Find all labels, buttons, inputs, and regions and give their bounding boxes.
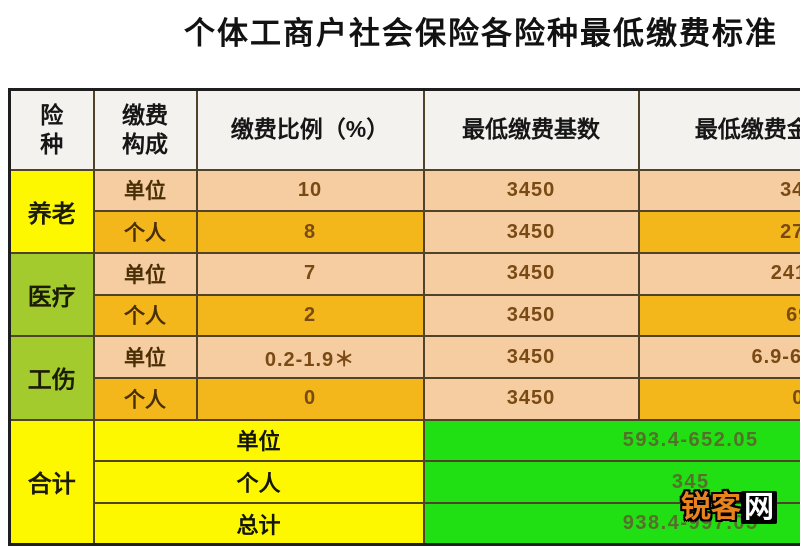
row-yiliao-geren: 个人 2 3450 69 — [10, 293, 800, 338]
watermark-text-wang: 网 — [741, 491, 777, 524]
cell-gongshang-geren-amount: 0 — [637, 376, 800, 421]
cell-yiliao-danwei-base: 3450 — [422, 251, 640, 296]
row-heji-geren: 个人 345 — [10, 460, 800, 504]
cell-gongshang-danwei-base: 3450 — [422, 335, 640, 379]
cell-heji-danwei-amount: 593.4-652.05 — [422, 418, 800, 463]
cell-yanglao-geren-ratio: 8 — [195, 210, 425, 254]
header-row: 险种 缴费构成 缴费比例（%） 最低缴费基数 最低缴费金额（元） — [8, 88, 800, 171]
cell-yanglao-geren-comp: 个人 — [92, 210, 198, 254]
cell-yanglao-geren-amount: 276 — [637, 210, 800, 254]
cell-yiliao-danwei-comp: 单位 — [92, 251, 198, 296]
cell-yiliao-danwei-amount: 241.5 — [637, 251, 800, 296]
row-label-gongshang: 工伤 — [8, 335, 95, 421]
col-header-min-amount: 最低缴费金额（元） — [637, 88, 800, 171]
cell-yiliao-geren-amount: 69 — [637, 293, 800, 338]
cell-gongshang-danwei-amount: 6.9-65.55 — [637, 335, 800, 379]
row-heji-zongji: 总计 938.4-997.05 — [10, 502, 800, 546]
row-yanglao-danwei: 养老 单位 10 3450 345 — [8, 168, 800, 254]
row-label-yanglao: 养老 — [8, 168, 95, 254]
cell-yiliao-geren-ratio: 2 — [195, 293, 425, 338]
cell-gongshang-geren-comp: 个人 — [92, 376, 198, 421]
cell-gongshang-geren-ratio: 0 — [195, 376, 425, 421]
cell-heji-zongji-comp: 总计 — [92, 502, 425, 546]
row-yiliao-danwei: 医疗 单位 7 3450 241.5 — [8, 251, 800, 338]
row-heji-danwei: 合计 单位 593.4-652.05 — [8, 418, 800, 546]
cell-yanglao-danwei-ratio: 10 — [195, 168, 425, 213]
insurance-table: 险种 缴费构成 缴费比例（%） 最低缴费基数 最低缴费金额（元） 养老 单位 1… — [8, 88, 800, 547]
col-header-insurance-type-label: 险种 — [40, 102, 64, 157]
cell-yiliao-geren-base: 3450 — [422, 293, 640, 338]
page-title: 个体工商户社会保险各险种最低缴费标准 — [184, 16, 778, 51]
col-header-ratio: 缴费比例（%） — [195, 88, 425, 171]
cell-gongshang-geren-base: 3450 — [422, 376, 640, 421]
cell-gongshang-danwei-ratio: 0.2-1.9＊ — [195, 335, 425, 379]
cell-yanglao-danwei-base: 3450 — [422, 168, 640, 213]
row-yanglao-geren: 个人 8 3450 276 — [10, 210, 800, 254]
cell-yanglao-danwei-amount: 345 — [637, 168, 800, 213]
row-gongshang-geren: 个人 0 3450 0 — [10, 376, 800, 421]
cell-yiliao-danwei-ratio: 7 — [195, 251, 425, 296]
cell-gongshang-danwei-comp: 单位 — [92, 335, 198, 379]
watermark: 锐客网 — [681, 490, 777, 526]
cell-yanglao-geren-base: 3450 — [422, 210, 640, 254]
col-header-composition: 缴费构成 — [92, 88, 198, 171]
col-header-composition-label: 缴费构成 — [122, 102, 168, 157]
cell-yanglao-danwei-comp: 单位 — [92, 168, 198, 213]
row-label-yiliao: 医疗 — [8, 251, 95, 338]
row-gongshang-danwei: 工伤 单位 0.2-1.9＊ 3450 6.9-65.55 — [8, 335, 800, 421]
row-label-heji: 合计 — [8, 418, 95, 546]
cell-heji-geren-amount: 345 — [422, 460, 800, 504]
cell-yiliao-geren-comp: 个人 — [92, 293, 198, 338]
cell-heji-zongji-amount: 938.4-997.05 — [422, 502, 800, 546]
cell-heji-geren-comp: 个人 — [92, 460, 425, 504]
cell-heji-danwei-comp: 单位 — [92, 418, 425, 463]
watermark-text-ruike: 锐客 — [681, 491, 741, 524]
col-header-insurance-type: 险种 — [8, 88, 95, 171]
col-header-min-base: 最低缴费基数 — [422, 88, 640, 171]
